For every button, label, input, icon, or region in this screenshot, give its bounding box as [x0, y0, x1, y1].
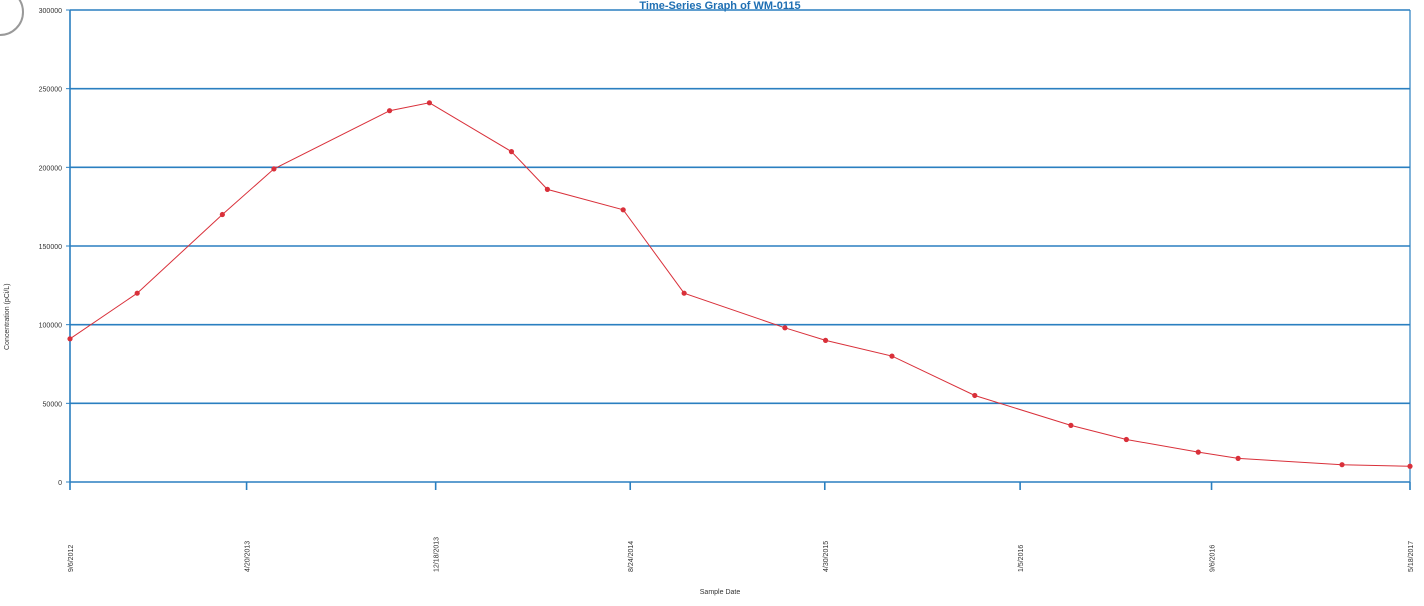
series-line — [69, 102, 1411, 467]
y-tick-label: 100000 — [39, 323, 62, 330]
y-tick-label: 300000 — [39, 8, 62, 15]
data-point — [889, 353, 895, 359]
data-point — [1407, 463, 1413, 469]
data-point — [681, 290, 687, 296]
data-point — [1123, 436, 1129, 443]
chart-title: Time-Series Graph of WM-0115 — [639, 0, 801, 12]
data-point — [822, 337, 829, 343]
data-point — [782, 325, 788, 331]
x-tick-label: 9/6/2016 — [1210, 545, 1217, 572]
data-point — [972, 392, 978, 399]
data-point — [67, 336, 73, 342]
x-tick-label: 9/6/2012 — [68, 545, 75, 572]
y-tick-label: 0 — [58, 480, 62, 487]
y-tick-label: 150000 — [39, 244, 62, 251]
data-point — [620, 207, 626, 213]
x-axis-label: Sample Date — [699, 589, 741, 596]
x-tick-label: 4/20/2013 — [245, 541, 252, 572]
data-point — [386, 108, 393, 114]
x-tick-label: 8/24/2014 — [628, 541, 635, 572]
data-point — [1068, 422, 1074, 428]
x-tick-label: 5/18/2017 — [1408, 541, 1415, 572]
y-tick-label: 250000 — [39, 87, 62, 94]
x-tick-label: 4/30/2015 — [823, 541, 830, 572]
data-point — [1195, 449, 1201, 455]
data-point — [134, 290, 140, 296]
y-tick-label: 50000 — [43, 401, 63, 408]
x-tick-label: 1/5/2016 — [1018, 545, 1025, 572]
data-point — [1339, 462, 1345, 468]
x-tick-label: 12/18/2013 — [434, 537, 441, 572]
data-point — [271, 166, 277, 172]
data-point — [508, 149, 515, 155]
data-point — [544, 186, 550, 192]
data-point — [219, 211, 225, 218]
data-point — [426, 100, 433, 106]
y-tick-label: 200000 — [39, 165, 62, 172]
data-point — [1235, 455, 1241, 461]
